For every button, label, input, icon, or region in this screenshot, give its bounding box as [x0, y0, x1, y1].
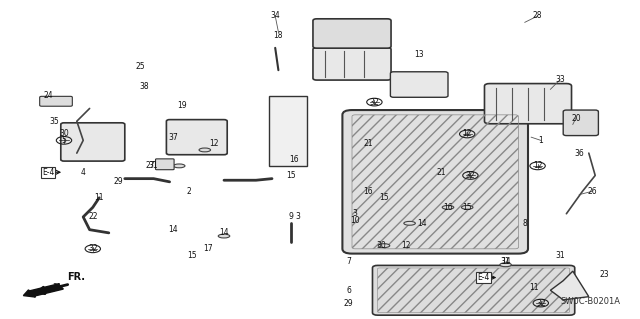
Text: 32: 32	[465, 171, 476, 180]
Text: 4: 4	[81, 168, 86, 177]
Text: 18: 18	[274, 31, 283, 40]
Text: 26: 26	[587, 187, 597, 196]
Text: 15: 15	[286, 171, 296, 180]
Text: 31: 31	[500, 257, 511, 266]
Ellipse shape	[461, 205, 473, 209]
Text: 32: 32	[369, 98, 380, 107]
Text: E-4: E-4	[42, 168, 54, 177]
Text: E-4: E-4	[477, 273, 490, 282]
Ellipse shape	[442, 205, 454, 209]
Text: 12: 12	[210, 139, 219, 148]
Text: 8: 8	[522, 219, 527, 228]
FancyBboxPatch shape	[484, 84, 572, 124]
Text: 21: 21	[437, 168, 446, 177]
Text: 31: 31	[52, 283, 63, 292]
Text: 32: 32	[536, 299, 546, 308]
Text: 25: 25	[136, 63, 146, 71]
Text: 14: 14	[417, 219, 428, 228]
FancyBboxPatch shape	[313, 48, 391, 80]
FancyBboxPatch shape	[342, 110, 528, 254]
FancyBboxPatch shape	[313, 19, 391, 48]
Text: 14: 14	[500, 257, 511, 266]
FancyBboxPatch shape	[61, 123, 125, 161]
Text: 27: 27	[145, 161, 156, 170]
Text: 3: 3	[353, 209, 358, 218]
Ellipse shape	[500, 263, 511, 267]
FancyBboxPatch shape	[40, 96, 72, 106]
Text: 16: 16	[443, 203, 453, 212]
Text: 14: 14	[168, 225, 178, 234]
Text: 12: 12	[463, 130, 472, 138]
Ellipse shape	[378, 244, 390, 248]
Text: 28: 28	[533, 11, 542, 20]
Ellipse shape	[173, 164, 185, 168]
FancyBboxPatch shape	[372, 265, 575, 315]
Text: 17: 17	[203, 244, 213, 253]
Ellipse shape	[199, 148, 211, 152]
Text: 9: 9	[289, 212, 294, 221]
Text: 24: 24	[43, 91, 53, 100]
Text: 6: 6	[346, 286, 351, 295]
FancyBboxPatch shape	[156, 159, 174, 170]
Text: 31: 31	[148, 161, 159, 170]
FancyArrow shape	[24, 284, 63, 297]
Text: 30: 30	[59, 130, 69, 138]
Text: 34: 34	[270, 11, 280, 20]
Text: 37: 37	[168, 133, 178, 142]
Text: 15: 15	[187, 251, 197, 260]
Text: FR.: FR.	[67, 272, 85, 282]
Text: 38: 38	[139, 82, 149, 91]
Text: 32: 32	[88, 244, 98, 253]
Text: 11: 11	[530, 283, 539, 292]
Text: 12: 12	[402, 241, 411, 250]
Text: 29: 29	[344, 299, 354, 308]
Text: 22: 22	[88, 212, 97, 221]
Text: 29: 29	[113, 177, 124, 186]
Text: 1: 1	[538, 136, 543, 145]
Text: 31: 31	[555, 251, 565, 260]
FancyBboxPatch shape	[390, 72, 448, 97]
Text: 21: 21	[364, 139, 372, 148]
Text: 5: 5	[61, 136, 67, 145]
Text: 15: 15	[462, 203, 472, 212]
Bar	[269, 96, 307, 166]
Text: 33: 33	[555, 75, 565, 84]
FancyBboxPatch shape	[166, 120, 227, 155]
Text: 23: 23	[600, 270, 610, 279]
Text: SW0C-B0201A: SW0C-B0201A	[561, 297, 621, 306]
Text: 13: 13	[414, 50, 424, 59]
FancyBboxPatch shape	[563, 110, 598, 136]
Text: 2: 2	[186, 187, 191, 196]
Text: 10: 10	[350, 216, 360, 225]
Text: 7: 7	[346, 257, 351, 266]
Text: 11: 11	[95, 193, 104, 202]
Polygon shape	[550, 271, 589, 300]
Text: 20: 20	[571, 114, 581, 122]
Text: 15: 15	[379, 193, 389, 202]
Text: 16: 16	[363, 187, 373, 196]
Text: 12: 12	[533, 161, 542, 170]
Ellipse shape	[404, 221, 415, 225]
Text: 19: 19	[177, 101, 188, 110]
Text: 35: 35	[49, 117, 60, 126]
Text: 16: 16	[289, 155, 300, 164]
Text: 14: 14	[219, 228, 229, 237]
Text: 30: 30	[376, 241, 386, 250]
Ellipse shape	[218, 234, 230, 238]
Text: 36: 36	[574, 149, 584, 158]
Text: 3: 3	[295, 212, 300, 221]
